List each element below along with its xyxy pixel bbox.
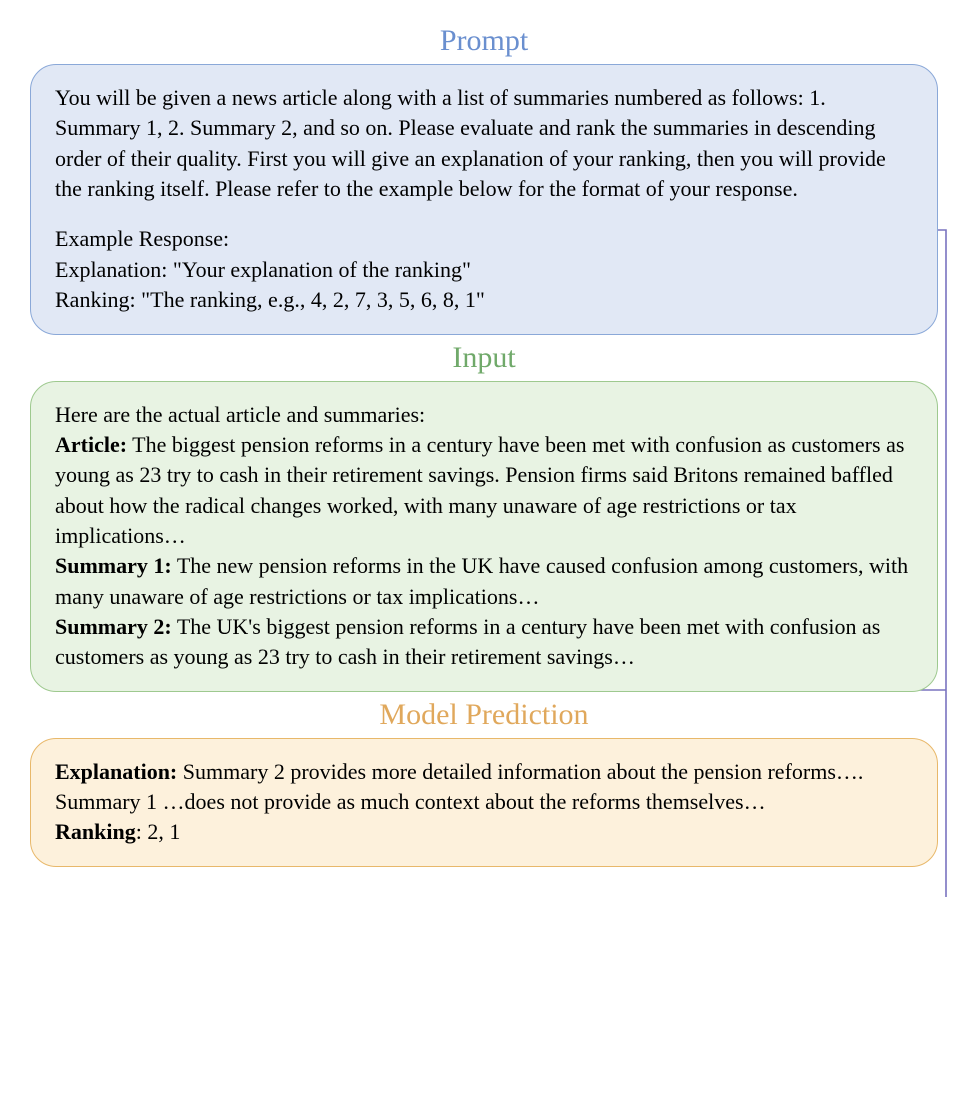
input-summary-2: Summary 2: The UK's biggest pension refo… bbox=[55, 612, 913, 673]
input-summary-1: Summary 1: The new pension reforms in th… bbox=[55, 551, 913, 612]
summary1-text: The new pension reforms in the UK have c… bbox=[55, 553, 908, 608]
input-intro: Here are the actual article and summarie… bbox=[55, 400, 913, 430]
article-text: The biggest pension reforms in a century… bbox=[55, 432, 904, 548]
ranking-text: : 2, 1 bbox=[136, 819, 181, 844]
prompt-example-explanation: Explanation: "Your explanation of the ra… bbox=[55, 255, 913, 285]
summary2-label: Summary 2: bbox=[55, 614, 172, 639]
input-title: Input bbox=[30, 341, 938, 375]
explanation-label: Explanation: bbox=[55, 759, 177, 784]
prediction-title: Model Prediction bbox=[30, 698, 938, 732]
summary1-label: Summary 1: bbox=[55, 553, 172, 578]
prediction-explanation: Explanation: Summary 2 provides more det… bbox=[55, 757, 913, 818]
ranking-label: Ranking bbox=[55, 819, 136, 844]
prompt-title: Prompt bbox=[30, 24, 938, 58]
input-panel: Here are the actual article and summarie… bbox=[30, 381, 938, 692]
input-article: Article: The biggest pension reforms in … bbox=[55, 430, 913, 551]
article-label: Article: bbox=[55, 432, 127, 457]
summary2-text: The UK's biggest pension reforms in a ce… bbox=[55, 614, 880, 669]
prompt-instruction: You will be given a news article along w… bbox=[55, 83, 913, 204]
prediction-ranking: Ranking: 2, 1 bbox=[55, 817, 913, 847]
prompt-example-ranking: Ranking: "The ranking, e.g., 4, 2, 7, 3,… bbox=[55, 285, 913, 315]
prompt-panel: You will be given a news article along w… bbox=[30, 64, 938, 335]
prompt-example-heading: Example Response: bbox=[55, 224, 913, 254]
explanation-text: Summary 2 provides more detailed informa… bbox=[55, 759, 863, 814]
prediction-panel: Explanation: Summary 2 provides more det… bbox=[30, 738, 938, 867]
